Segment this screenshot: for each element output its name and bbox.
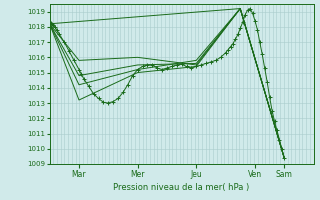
- X-axis label: Pression niveau de la mer( hPa ): Pression niveau de la mer( hPa ): [114, 183, 250, 192]
